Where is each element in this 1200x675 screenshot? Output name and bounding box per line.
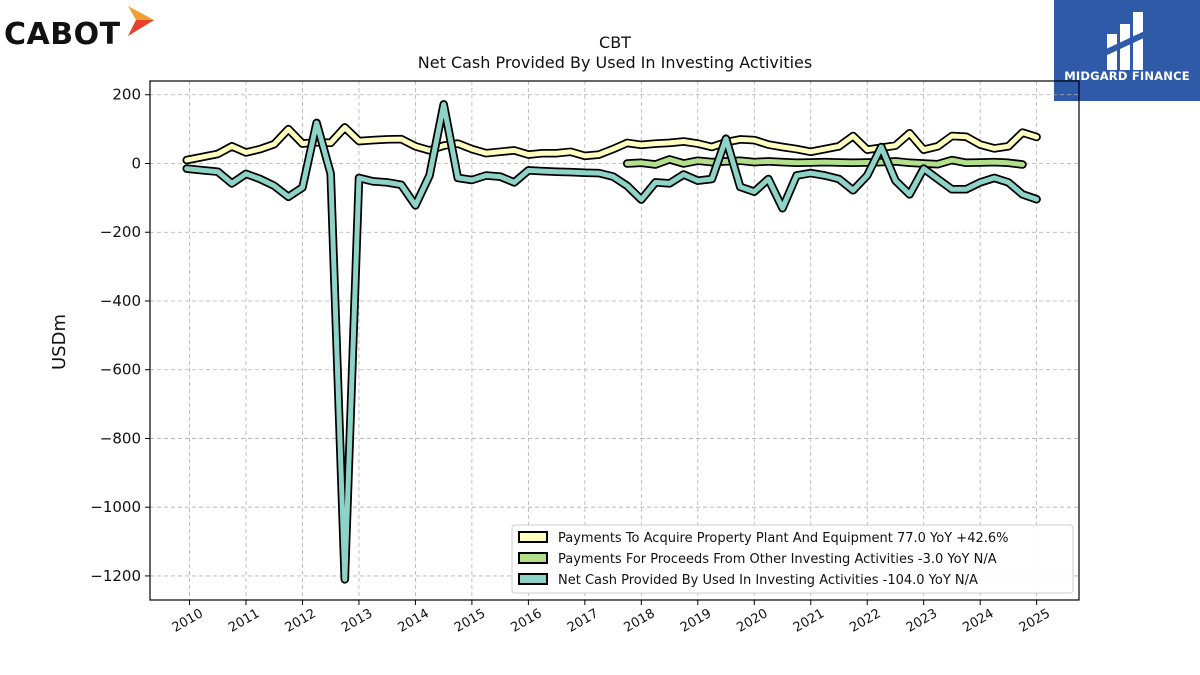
legend: Payments To Acquire Property Plant And E…: [511, 524, 1074, 594]
x-tick-label: 2014: [396, 606, 432, 636]
y-tick-label: −200: [100, 223, 141, 241]
cabot-logo-graphic: CABOT: [4, 6, 154, 52]
y-tick-label: −400: [100, 292, 141, 310]
x-tick-label: 2010: [170, 606, 206, 636]
x-tick-label: 2012: [283, 606, 319, 636]
cabot-logo-arrow-accent: [128, 20, 154, 36]
legend-label: Net Cash Provided By Used In Investing A…: [558, 573, 978, 588]
y-tick-label: −1200: [90, 567, 141, 585]
midgard-mark-icon: [1104, 12, 1148, 70]
y-tick-label: −800: [100, 429, 141, 447]
y-tick-label: −1000: [90, 498, 141, 516]
legend-label: Payments For Proceeds From Other Investi…: [558, 552, 997, 567]
plot-frame: [149, 80, 1080, 601]
series-1-line: [624, 156, 1025, 167]
series-2-line: [184, 101, 1040, 582]
chart-subtitle: Net Cash Provided By Used In Investing A…: [418, 53, 812, 72]
legend-swatch: [518, 552, 548, 564]
x-tick-label: 2021: [791, 606, 827, 636]
cabot-logo-text: CABOT: [4, 17, 121, 52]
legend-swatch: [518, 573, 548, 585]
x-tick-label: 2019: [678, 606, 714, 636]
y-tick-label: −600: [100, 361, 141, 379]
x-tick-label: 2025: [1017, 606, 1053, 636]
x-tick-label: 2011: [226, 606, 262, 636]
x-tick-label: 2023: [904, 606, 940, 636]
x-tick-label: 2018: [621, 606, 657, 636]
x-tick-label: 2022: [847, 606, 883, 636]
x-tick-label: 2024: [960, 606, 996, 636]
chart-title: CBT: [599, 33, 631, 52]
midgard-finance-name: MIDGARD FINANCE: [1064, 69, 1190, 83]
x-tick-label: 2020: [734, 606, 770, 636]
legend-label: Payments To Acquire Property Plant And E…: [558, 531, 1009, 546]
midgard-finance-logo: MIDGARD FINANCE: [1054, 0, 1200, 101]
x-tick-label: 2015: [452, 606, 488, 636]
grid: [150, 81, 1079, 600]
y-tick-label: 200: [112, 86, 141, 104]
series-layer: [182, 100, 1041, 584]
x-tick-label: 2016: [509, 606, 545, 636]
x-tick-label: 2013: [339, 606, 375, 636]
cabot-logo: CABOT: [4, 4, 164, 52]
y-tick-label: 0: [131, 154, 141, 172]
series-0-line: [184, 124, 1040, 163]
x-tick-label: 2017: [565, 606, 601, 636]
legend-box: [511, 524, 1074, 594]
y-axis-label: USDm: [49, 314, 70, 370]
legend-swatch: [518, 531, 548, 543]
